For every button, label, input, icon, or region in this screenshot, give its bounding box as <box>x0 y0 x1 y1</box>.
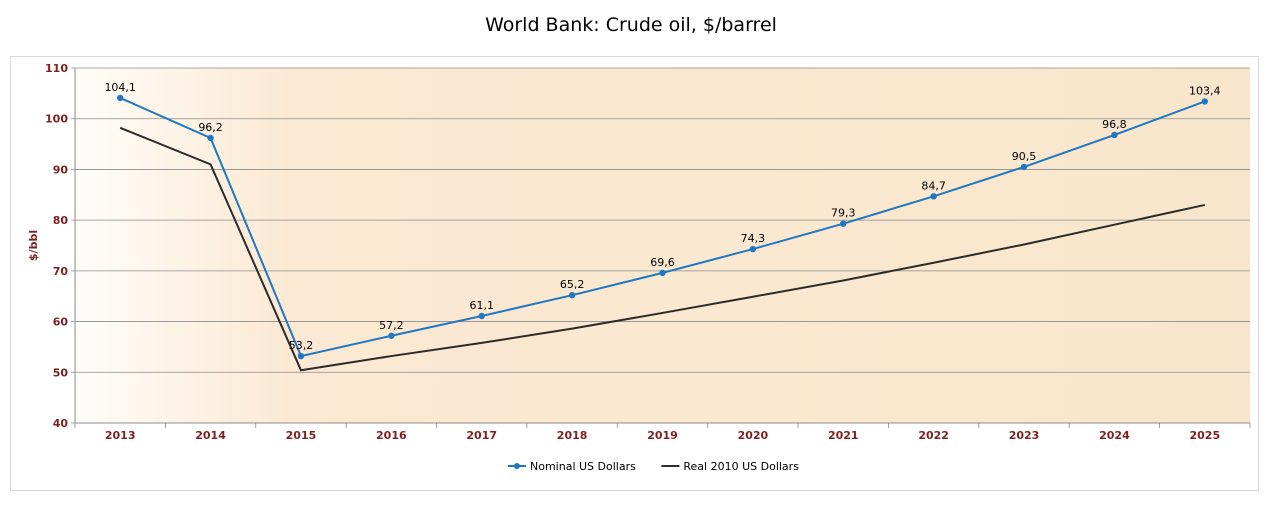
data-label: 84,7 <box>921 179 946 192</box>
data-label: 65,2 <box>560 278 585 291</box>
x-tick-label: 2019 <box>647 429 678 442</box>
data-point <box>116 94 124 102</box>
data-point <box>388 332 395 339</box>
y-tick-label: 40 <box>53 417 69 430</box>
y-tick-label: 70 <box>53 265 69 278</box>
y-tick-label: 50 <box>53 366 69 379</box>
data-label: 69,6 <box>650 256 675 269</box>
x-tick-label: 2022 <box>918 429 949 442</box>
data-point <box>1020 163 1028 171</box>
x-tick-label: 2024 <box>1099 429 1130 442</box>
data-label: 103,4 <box>1189 84 1221 97</box>
series-line-real <box>119 126 1206 372</box>
data-label: 79,3 <box>831 207 856 220</box>
chart-title: World Bank: Crude oil, $/barrel <box>485 14 777 36</box>
x-tick-label: 2020 <box>738 429 769 442</box>
y-tick-label: 100 <box>45 113 68 126</box>
y-tick-label: 90 <box>53 163 69 176</box>
data-label: 61,1 <box>469 299 494 312</box>
data-label: 74,3 <box>741 232 766 245</box>
data-point <box>207 134 214 142</box>
plot-area <box>75 68 1250 423</box>
data-label: 53,2 <box>289 339 314 352</box>
x-tick-label: 2017 <box>466 429 497 442</box>
data-label: 96,8 <box>1102 118 1127 131</box>
legend-marker <box>514 463 520 469</box>
data-point <box>659 269 666 277</box>
data-label: 104,1 <box>104 81 136 94</box>
y-tick-label: 110 <box>45 62 68 75</box>
legend-entry: Real 2010 US Dollars <box>683 460 799 473</box>
x-tick-label: 2025 <box>1189 429 1220 442</box>
data-point <box>1111 131 1118 139</box>
legend-entry: Nominal US Dollars <box>530 460 636 473</box>
x-tick-label: 2014 <box>195 429 226 442</box>
x-tick-label: 2016 <box>376 429 407 442</box>
x-tick-label: 2018 <box>557 429 588 442</box>
y-axis-title: $/bbl <box>27 230 40 261</box>
data-label: 57,2 <box>379 319 404 332</box>
x-tick-label: 2013 <box>105 429 136 442</box>
x-tick-label: 2015 <box>286 429 317 442</box>
data-point <box>930 193 937 200</box>
data-point <box>840 220 847 227</box>
data-point <box>568 292 576 299</box>
data-label: 90,5 <box>1012 150 1037 163</box>
data-point <box>749 245 757 253</box>
data-point <box>478 312 485 320</box>
x-tick-label: 2023 <box>1009 429 1040 442</box>
y-tick-label: 60 <box>53 316 69 329</box>
y-tick-label: 80 <box>53 214 69 227</box>
data-point <box>1201 98 1209 105</box>
data-point <box>297 352 305 360</box>
x-tick-label: 2021 <box>828 429 859 442</box>
data-label: 96,2 <box>198 121 223 134</box>
